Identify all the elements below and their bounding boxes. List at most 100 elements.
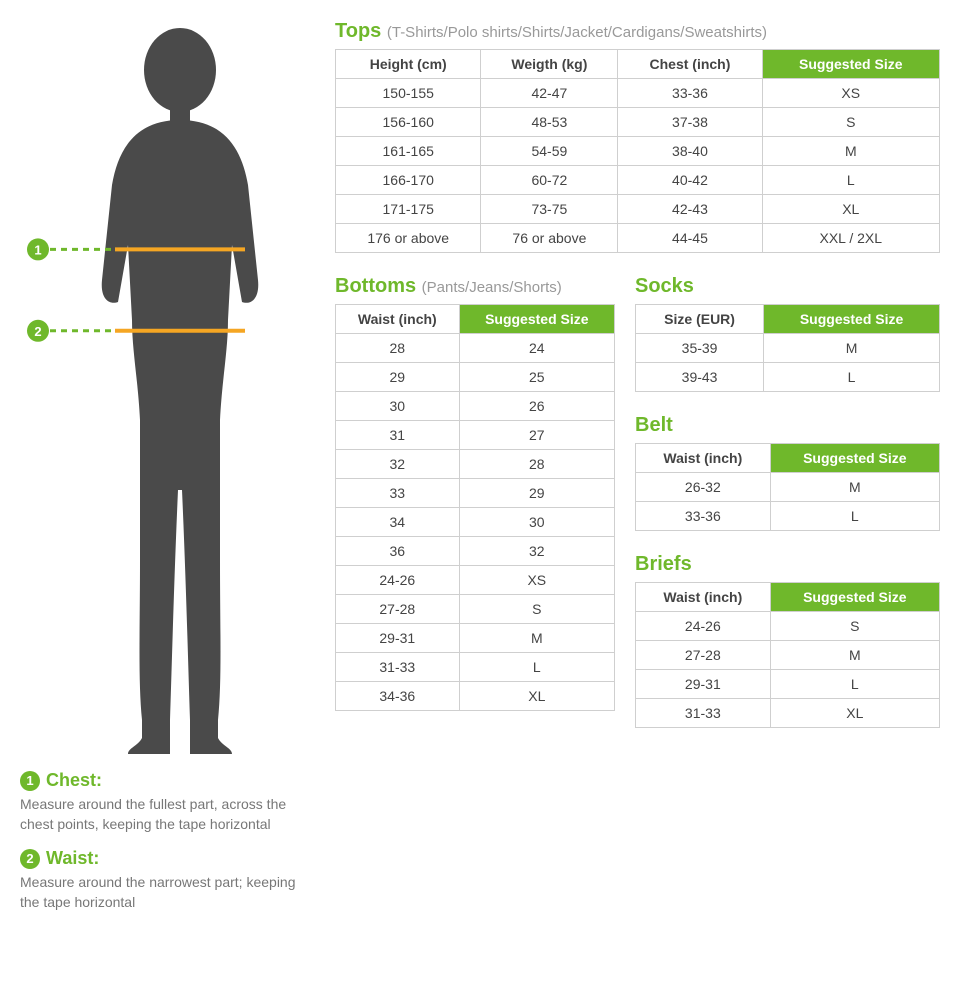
column-header: Suggested Size [770, 583, 939, 612]
table-cell: 39-43 [636, 363, 764, 392]
table-cell: 156-160 [336, 108, 481, 137]
table-cell: 29-31 [636, 670, 771, 699]
table-cell: 150-155 [336, 79, 481, 108]
marker-badge: 2 [20, 849, 40, 869]
table-cell: L [770, 670, 939, 699]
body-silhouette-diagram: 12 [20, 20, 315, 760]
measurement-description: Measure around the fullest part, across … [20, 795, 315, 834]
table-cell: XXL / 2XL [762, 224, 939, 253]
belt-section: Belt Waist (inch)Suggested Size26-32M33-… [635, 414, 940, 531]
table-cell: 27-28 [636, 641, 771, 670]
table-row: 171-17573-7542-43XL [336, 195, 940, 224]
column-header: Suggested Size [770, 444, 939, 473]
table-cell: S [762, 108, 939, 137]
table-row: 2925 [336, 363, 615, 392]
table-cell: M [762, 137, 939, 166]
bottoms-subtitle: (Pants/Jeans/Shorts) [422, 279, 562, 296]
table-row: 3026 [336, 392, 615, 421]
table-row: 3127 [336, 421, 615, 450]
table-row: 35-39M [636, 334, 940, 363]
table-cell: S [459, 595, 614, 624]
table-cell: 25 [459, 363, 614, 392]
socks-table: Size (EUR)Suggested Size35-39M39-43L [635, 304, 940, 392]
table-cell: 176 or above [336, 224, 481, 253]
table-cell: XL [762, 195, 939, 224]
column-header: Suggested Size [762, 50, 939, 79]
table-cell: 60-72 [481, 166, 618, 195]
table-cell: 54-59 [481, 137, 618, 166]
table-row: 27-28M [636, 641, 940, 670]
briefs-section: Briefs Waist (inch)Suggested Size24-26S2… [635, 553, 940, 728]
table-cell: 40-42 [618, 166, 762, 195]
column-header: Size (EUR) [636, 305, 764, 334]
table-cell: M [770, 473, 939, 502]
table-cell: 42-43 [618, 195, 762, 224]
tops-subtitle: (T-Shirts/Polo shirts/Shirts/Jacket/Card… [387, 24, 767, 41]
table-cell: 73-75 [481, 195, 618, 224]
table-row: 176 or above76 or above44-45XXL / 2XL [336, 224, 940, 253]
table-cell: 27 [459, 421, 614, 450]
table-cell: 37-38 [618, 108, 762, 137]
socks-section: Socks Size (EUR)Suggested Size35-39M39-4… [635, 275, 940, 392]
measurement-title: Waist: [46, 848, 99, 868]
table-row: 26-32M [636, 473, 940, 502]
bottoms-title: Bottoms [335, 275, 416, 297]
table-cell: 38-40 [618, 137, 762, 166]
briefs-title: Briefs [635, 553, 692, 575]
size-chart-container: 12 1Chest:Measure around the fullest par… [20, 20, 940, 926]
measurement-description: Measure around the narrowest part; keepi… [20, 873, 315, 912]
column-header: Suggested Size [764, 305, 940, 334]
table-cell: 31-33 [636, 699, 771, 728]
table-cell: XS [459, 566, 614, 595]
table-cell: 34 [336, 508, 460, 537]
table-cell: M [764, 334, 940, 363]
table-row: 3228 [336, 450, 615, 479]
table-cell: 27-28 [336, 595, 460, 624]
table-cell: XL [459, 682, 614, 711]
table-cell: 166-170 [336, 166, 481, 195]
table-cell: 26-32 [636, 473, 771, 502]
table-cell: 29 [336, 363, 460, 392]
table-cell: 42-47 [481, 79, 618, 108]
socks-title: Socks [635, 275, 694, 297]
belt-table: Waist (inch)Suggested Size26-32M33-36L [635, 443, 940, 531]
table-row: 3329 [336, 479, 615, 508]
table-cell: 24-26 [636, 612, 771, 641]
table-cell: S [770, 612, 939, 641]
right-column: Tops (T-Shirts/Polo shirts/Shirts/Jacket… [335, 20, 940, 926]
table-cell: 33-36 [636, 502, 771, 531]
tops-title: Tops [335, 20, 381, 42]
table-cell: 28 [459, 450, 614, 479]
table-cell: 29-31 [336, 624, 460, 653]
column-header: Chest (inch) [618, 50, 762, 79]
column-header: Waist (inch) [636, 444, 771, 473]
measurement-instruction: 1Chest:Measure around the fullest part, … [20, 770, 315, 834]
tops-section: Tops (T-Shirts/Polo shirts/Shirts/Jacket… [335, 20, 940, 253]
table-row: 161-16554-5938-40M [336, 137, 940, 166]
table-cell: 29 [459, 479, 614, 508]
tops-table: Height (cm)Weigth (kg)Chest (inch)Sugges… [335, 49, 940, 253]
table-cell: L [770, 502, 939, 531]
briefs-table: Waist (inch)Suggested Size24-26S27-28M29… [635, 582, 940, 728]
svg-text:1: 1 [34, 242, 41, 257]
table-cell: 26 [459, 392, 614, 421]
table-cell: 30 [459, 508, 614, 537]
table-cell: XL [770, 699, 939, 728]
table-cell: 44-45 [618, 224, 762, 253]
belt-title: Belt [635, 414, 673, 436]
table-row: 33-36L [636, 502, 940, 531]
bottoms-section: Bottoms (Pants/Jeans/Shorts) Waist (inch… [335, 275, 615, 711]
table-cell: 161-165 [336, 137, 481, 166]
table-cell: 32 [336, 450, 460, 479]
table-cell: 30 [336, 392, 460, 421]
table-cell: 31-33 [336, 653, 460, 682]
table-cell: 28 [336, 334, 460, 363]
table-cell: M [459, 624, 614, 653]
table-cell: L [764, 363, 940, 392]
bottoms-table: Waist (inch)Suggested Size28242925302631… [335, 304, 615, 711]
table-cell: XS [762, 79, 939, 108]
column-header: Weigth (kg) [481, 50, 618, 79]
table-row: 31-33L [336, 653, 615, 682]
table-cell: 33 [336, 479, 460, 508]
column-header: Height (cm) [336, 50, 481, 79]
